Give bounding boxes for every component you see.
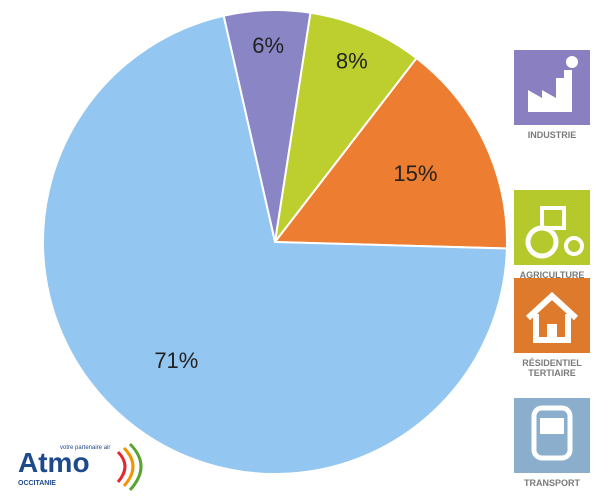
legend-label: AGRICULTURE: [519, 270, 585, 280]
icon-door: [547, 324, 557, 340]
legend-label: RÉSIDENTIEL TERTIAIRE: [522, 358, 582, 378]
pie-slice: [42, 14, 508, 475]
icon-bus: [531, 405, 573, 461]
slice-label: 71%: [154, 348, 198, 373]
logo-arc: [116, 450, 127, 483]
slice-label: 8%: [336, 49, 368, 74]
legend-label: TRANSPORT: [524, 478, 580, 488]
pie-slice: [273, 56, 508, 250]
logo-arc: [122, 446, 135, 488]
icon-factory: [528, 70, 572, 112]
pie-slice: [274, 11, 418, 243]
icon-smoke: [566, 56, 578, 68]
logo-name: Atmo: [18, 447, 90, 478]
slice-label: 6%: [252, 33, 284, 58]
legend-icon: [514, 398, 590, 473]
icon-wheel: [564, 236, 584, 256]
legend-icon: [514, 50, 590, 125]
legend-icon: [514, 278, 590, 353]
logo: Atmo votre partenaire air OCCITANIE: [18, 442, 143, 492]
logo-tagline: votre partenaire air: [60, 445, 110, 451]
icon-wheel: [525, 225, 559, 259]
logo-region: OCCITANIE: [18, 480, 56, 487]
slice-label: 15%: [393, 161, 437, 186]
legend-label: INDUSTRIE: [527, 130, 577, 140]
icon-window: [540, 418, 564, 434]
legend-icon: [514, 190, 590, 265]
icon-tractor: [540, 206, 566, 230]
icon-bg: [514, 50, 590, 125]
logo-arc: [128, 442, 143, 492]
